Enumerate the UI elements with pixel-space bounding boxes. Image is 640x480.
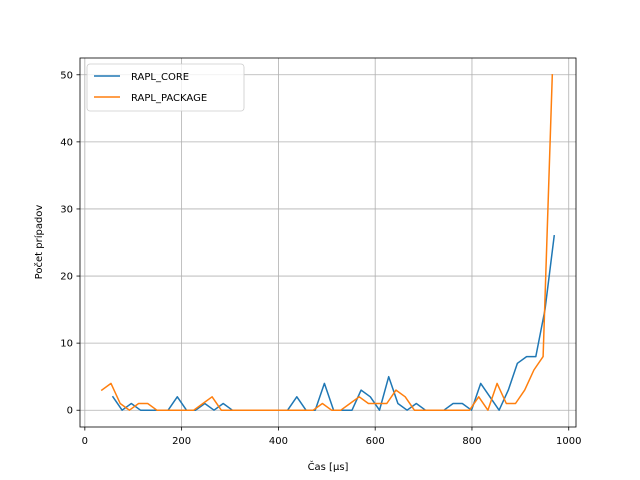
x-tick-label: 0	[82, 436, 88, 447]
y-tick-label: 30	[60, 204, 73, 215]
y-tick-label: 20	[60, 272, 73, 283]
y-axis-ticks: 0 10 20 30 40 50	[60, 70, 80, 417]
y-tick-label: 50	[60, 70, 73, 81]
legend-box	[86, 63, 245, 112]
legend-label: RAPL_CORE	[131, 72, 189, 83]
legend-label: RAPL_PACKAGE	[131, 93, 207, 104]
x-axis-label: Čas [µs]	[308, 460, 349, 473]
legend: RAPL_CORE RAPL_PACKAGE	[86, 63, 245, 112]
series-line-rapl-core	[111, 234, 556, 411]
x-tick-label: 1000	[556, 436, 581, 447]
plot-area-frame	[79, 57, 577, 428]
y-axis-label: Počet prípadov	[33, 205, 45, 280]
y-tick-label: 0	[67, 406, 73, 417]
x-axis-ticks: 0 200 400 600 800 1000	[82, 427, 581, 447]
series-lines	[100, 74, 556, 411]
x-tick-label: 400	[269, 436, 288, 447]
series-line-rapl-package	[100, 74, 554, 411]
y-tick-label: 40	[60, 137, 73, 148]
x-tick-label: 600	[366, 436, 385, 447]
x-tick-label: 800	[462, 436, 481, 447]
x-tick-label: 200	[172, 436, 191, 447]
y-tick-label: 10	[60, 339, 73, 350]
grid-lines	[80, 58, 576, 427]
